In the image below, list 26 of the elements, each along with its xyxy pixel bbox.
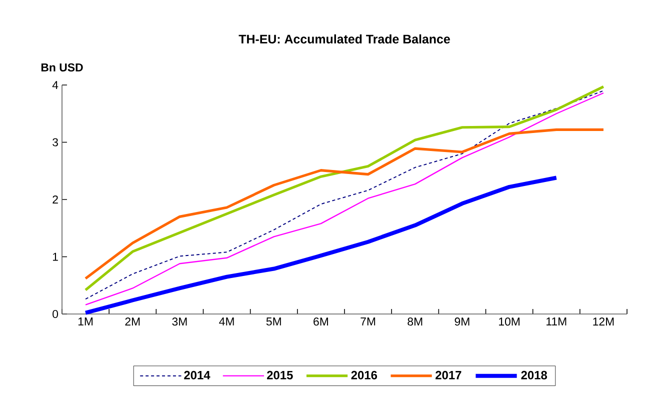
x-tick-label: 9M [454,318,470,326]
legend-label: 2015 [267,370,293,380]
x-tick-label: 1M [78,318,93,326]
x-tick-label: 3M [172,318,187,326]
y-tick-label: 2 [52,196,58,204]
line-series [84,176,558,315]
x-tick-label: 8M [408,318,422,326]
y-tick-label: 4 [52,81,58,89]
legend-label: 2017 [436,370,462,380]
y-axis-title: Bn USD [41,63,83,72]
y-tick-label: 1 [52,252,58,261]
x-tick-label: 4M [219,318,234,326]
x-tick-label: 2M [125,318,140,326]
legend-label: 2016 [351,370,378,380]
legend-label: 2014 [184,370,210,380]
legend-label: 2018 [521,370,548,380]
line-series [84,128,605,280]
x-tick-label: 12M [593,318,614,326]
x-tick-label: 5M [266,318,281,326]
chart-title: TH-EU: Accumulated Trade Balance [238,34,450,44]
y-tick-label: 0 [52,310,58,318]
x-tick-label: 11M [546,318,566,326]
x-tick-label: 6M [314,318,328,326]
x-tick-label: 10M [499,318,520,326]
x-tick-label: 7M [360,318,376,326]
y-tick-label: 3 [52,138,58,146]
